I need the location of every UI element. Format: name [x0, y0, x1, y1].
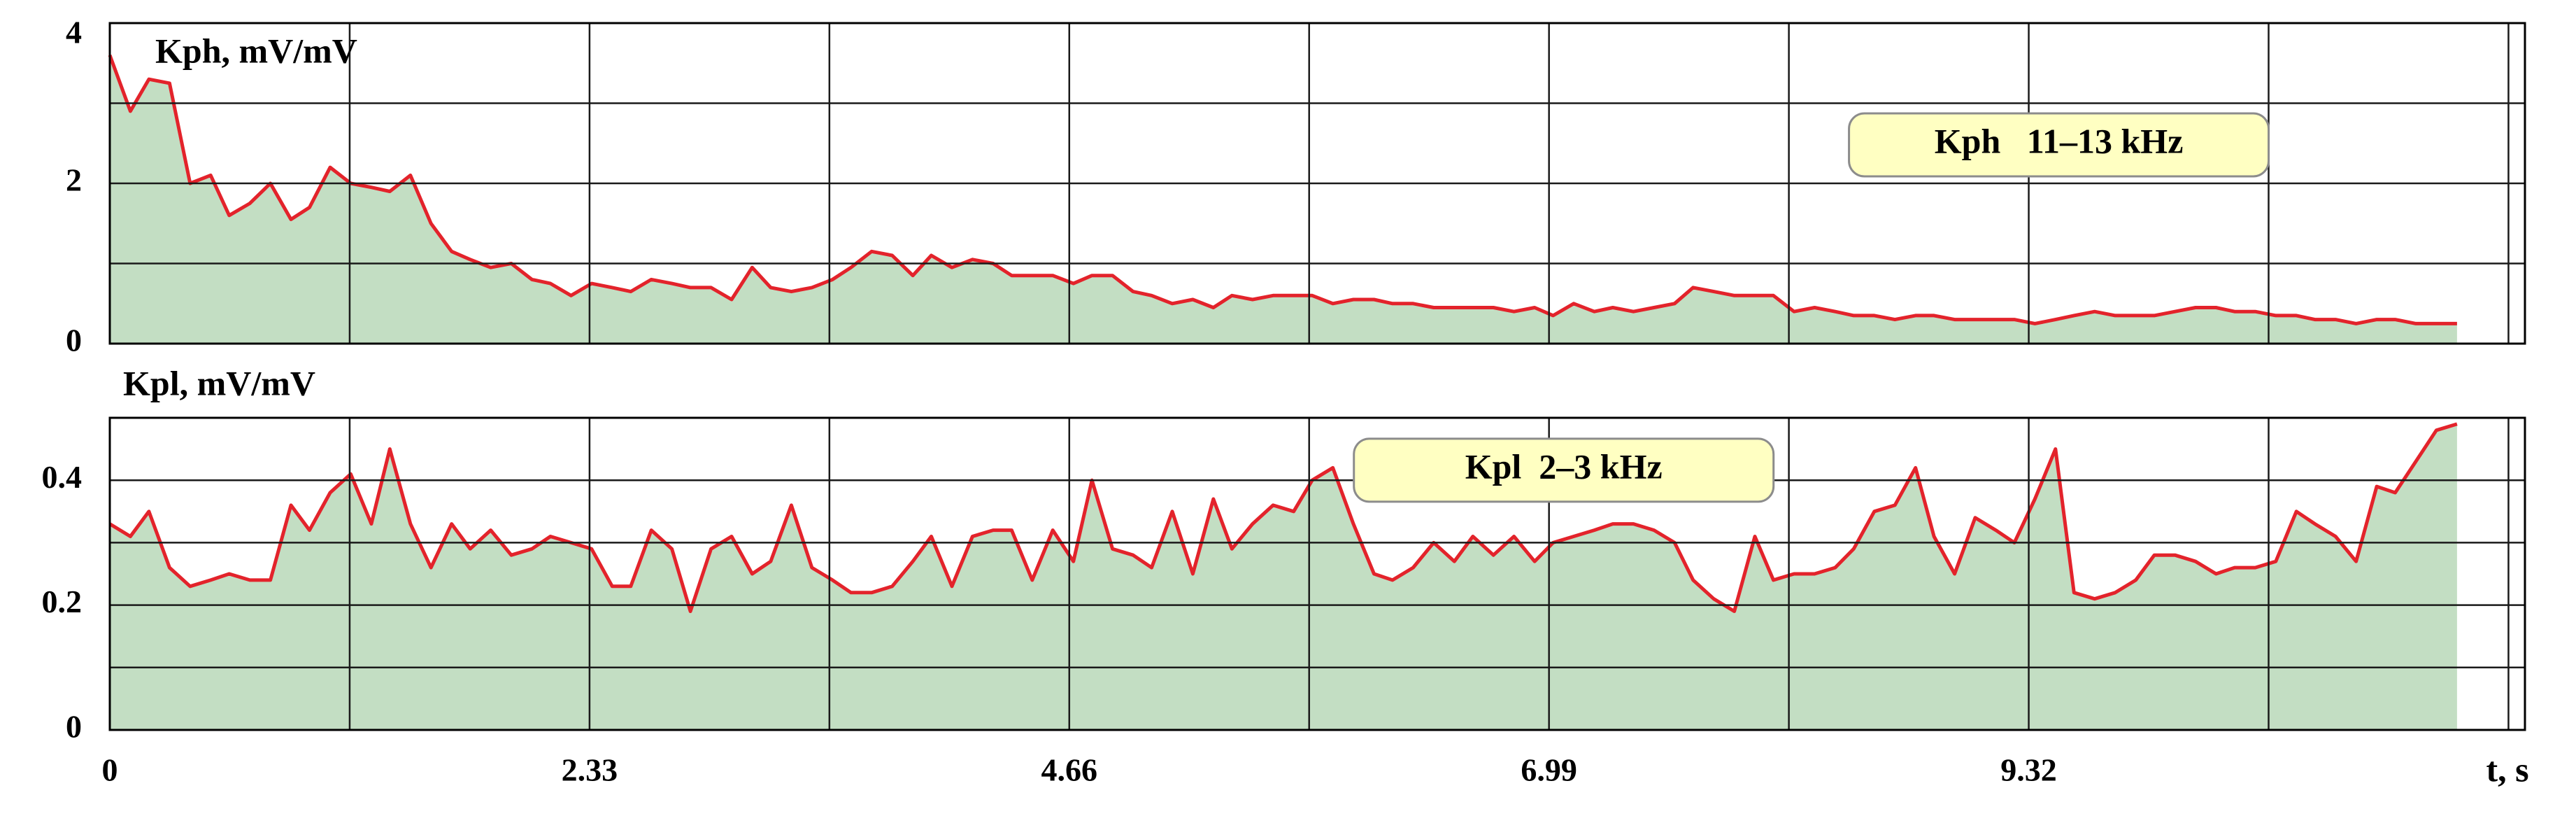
legend-box	[1848, 112, 2270, 178]
x-tick-label: 4.66	[1041, 752, 1098, 788]
plot-border	[108, 416, 2526, 731]
y-axis-label: Kph, mV/mV	[155, 31, 357, 70]
area	[110, 423, 2457, 730]
legend-box	[1353, 437, 1775, 503]
legend: Kph 11–13 kHz	[1848, 112, 2270, 178]
y-tick-label: 0.4	[42, 459, 83, 495]
x-tick-label: 6.99	[1521, 752, 1577, 788]
x-tick-label: 0	[102, 752, 118, 788]
y-tick-label: 0	[66, 709, 82, 745]
legend-label: Kpl 2–3 kHz	[1465, 446, 1663, 486]
y-tick-label: 0.2	[42, 584, 83, 619]
area	[110, 55, 2457, 344]
y-tick-label: 0	[66, 323, 82, 358]
y-tick-label: 4	[66, 15, 82, 50]
legend-label: Kph 11–13 kHz	[1935, 122, 2184, 161]
x-tick-label: 2.33	[562, 752, 618, 788]
y-axis-label: Kpl, mV/mV	[123, 363, 315, 402]
x-axis-label: t, s	[2486, 750, 2528, 789]
legend: Kpl 2–3 kHz	[1353, 437, 1775, 503]
line	[108, 54, 2457, 325]
y-tick-label: 2	[66, 162, 82, 198]
plot-border	[108, 22, 2526, 345]
x-tick-label: 9.32	[2000, 752, 2057, 788]
